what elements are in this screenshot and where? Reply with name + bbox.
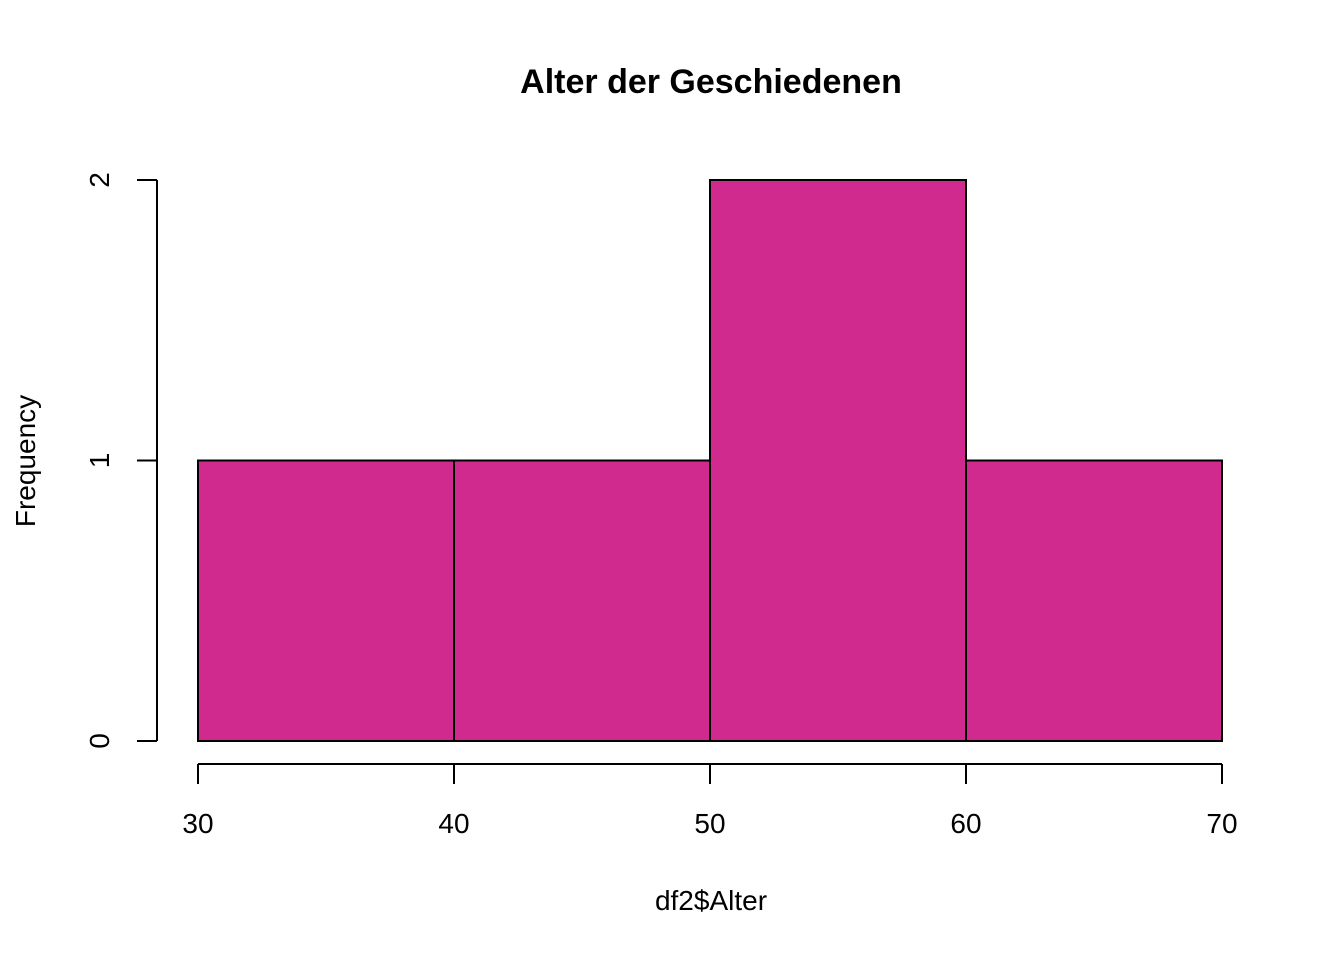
y-tick-label: 2 [84, 172, 115, 188]
y-axis: 0 1 2 [84, 172, 158, 749]
x-tick-label: 60 [950, 808, 981, 839]
histogram-bar-50-60 [709, 179, 967, 742]
x-axis-label: df2$Alter [655, 885, 767, 916]
y-tick-label: 0 [84, 733, 115, 749]
chart-title: Alter der Geschiedenen [520, 63, 902, 101]
x-axis: 30 40 50 60 70 [182, 763, 1238, 839]
histogram-bar-40-50 [453, 459, 711, 742]
y-tick-label: 1 [84, 453, 115, 469]
bars-group [197, 179, 1223, 742]
y-axis-label: Frequency [10, 395, 41, 527]
x-tick-label: 50 [694, 808, 725, 839]
x-tick-label: 70 [1206, 808, 1237, 839]
x-tick-label: 30 [182, 808, 213, 839]
histogram-bar-60-70 [965, 459, 1223, 742]
x-tick-label: 40 [438, 808, 469, 839]
histogram-bar-30-40 [197, 459, 455, 742]
